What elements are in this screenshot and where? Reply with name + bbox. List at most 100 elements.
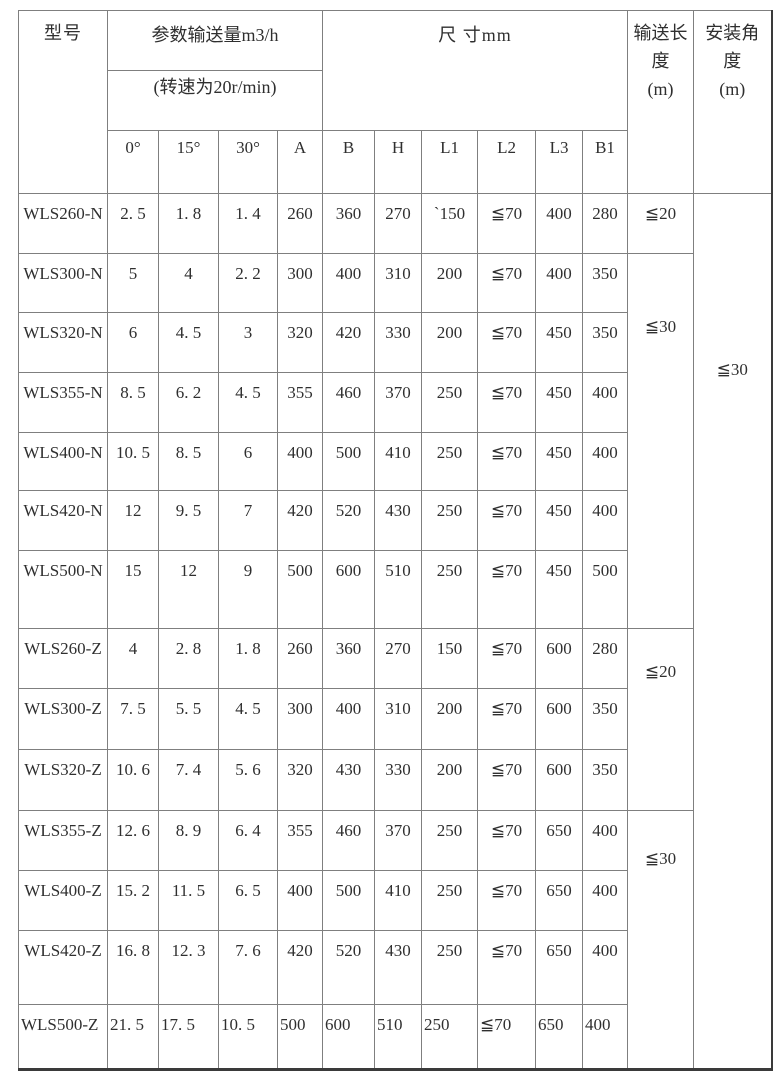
model-cell: WLS320-Z xyxy=(18,749,108,811)
header-row-2: (转速为20r/min) xyxy=(19,70,772,131)
header-col-3: A xyxy=(276,130,324,194)
value-cell: 600 xyxy=(535,749,584,811)
value-cell: ≦70 xyxy=(477,930,537,1005)
value-cell: 4 xyxy=(107,628,159,689)
table-row: WLS355-N 8. 5 6. 2 4. 5 355 460 370 250 ≦70 450 40… xyxy=(18,372,772,433)
value-cell: 300 xyxy=(276,688,324,750)
conveying-length-cell: ≦30 xyxy=(627,253,695,629)
value-cell: 5. 6 xyxy=(218,749,278,811)
value-cell: 500 xyxy=(582,550,629,629)
table-row: WLS400-Z 15. 2 11. 5 6. 5 400 500 410 250 ≦70 650… xyxy=(18,870,772,931)
value-cell: 350 xyxy=(582,312,629,373)
table-row: WLS420-Z 16. 8 12. 3 7. 6 420 520 430 250 ≦70 650… xyxy=(18,930,772,1005)
value-cell: 520 xyxy=(322,930,376,1005)
value-cell: ≦70 xyxy=(477,810,537,871)
table-row: WLS500-N 15 12 9 500 600 510 250 ≦70 450 500 xyxy=(18,550,772,629)
table-row: WLS300-N 5 4 2. 2 300 400 310 200 ≦70 400 350 ≦30 xyxy=(18,253,772,629)
value-cell: ≦70 xyxy=(477,432,537,491)
value-cell: `150 xyxy=(421,193,479,254)
value-cell: 6. 4 xyxy=(218,810,278,871)
value-cell: 310 xyxy=(374,688,423,750)
model-cell: WLS260-N xyxy=(18,193,108,254)
value-cell: 200 xyxy=(421,749,479,811)
value-cell: 6 xyxy=(218,432,278,491)
header-size-title: 尺 寸mm xyxy=(322,10,629,131)
value-cell: 7. 4 xyxy=(158,749,219,811)
model-cell: WLS300-Z xyxy=(18,688,108,750)
model-cell: WLS500-Z xyxy=(18,1004,108,1070)
value-cell: 7. 6 xyxy=(218,930,278,1005)
value-cell: 400 xyxy=(276,432,324,491)
value-cell: 2. 5 xyxy=(107,193,159,254)
value-cell: 450 xyxy=(535,490,584,551)
value-cell: 1. 8 xyxy=(218,628,278,689)
value-cell: 250 xyxy=(421,550,479,629)
value-cell: 1. 4 xyxy=(218,193,278,254)
value-cell: 5. 5 xyxy=(158,688,219,750)
value-cell: 270 xyxy=(374,193,423,254)
value-cell: 280 xyxy=(582,193,629,254)
value-cell: 400 xyxy=(535,253,584,313)
value-cell: 510 xyxy=(374,550,423,629)
value-cell: 12. 6 xyxy=(107,810,159,871)
header-params-title: 参数输送量m3/h xyxy=(106,10,324,71)
value-cell: 430 xyxy=(374,490,423,551)
value-cell: 2. 2 xyxy=(218,253,278,313)
model-cell: WLS420-N xyxy=(18,490,108,551)
header-col-5: H xyxy=(374,130,423,194)
value-cell: 320 xyxy=(276,312,324,373)
value-cell: 450 xyxy=(535,432,584,491)
value-cell: 400 xyxy=(582,810,629,871)
value-cell: 10. 5 xyxy=(107,432,159,491)
value-cell: 260 xyxy=(276,193,324,254)
value-cell: 400 xyxy=(535,193,584,254)
value-cell: 200 xyxy=(421,253,479,313)
value-cell: 510 xyxy=(374,1004,423,1070)
value-cell: 410 xyxy=(374,870,423,931)
value-cell: 400 xyxy=(322,688,376,750)
value-cell: 6 xyxy=(107,312,159,373)
value-cell: 400 xyxy=(582,1004,629,1070)
header-col-9: B1 xyxy=(582,130,629,194)
value-cell: 8. 9 xyxy=(158,810,219,871)
model-cell: WLS400-Z xyxy=(18,870,108,931)
value-cell: 250 xyxy=(421,1004,479,1070)
model-cell: WLS320-N xyxy=(18,312,108,373)
model-cell: WLS260-Z xyxy=(18,628,108,689)
table-row: WLS320-Z 10. 6 7. 4 5. 6 320 430 330 200 ≦70 600 3… xyxy=(18,749,772,811)
header-params-subtitle: (转速为20r/min) xyxy=(106,70,324,131)
value-cell: ≦70 xyxy=(477,193,537,254)
value-cell: 400 xyxy=(582,930,629,1005)
value-cell: 650 xyxy=(535,870,584,931)
header-conveying-length: 输送长 度 (m) xyxy=(627,10,695,194)
value-cell: 280 xyxy=(582,628,629,689)
value-cell: 10. 6 xyxy=(107,749,159,811)
model-cell: WLS355-Z xyxy=(18,810,108,871)
value-cell: 460 xyxy=(322,810,376,871)
value-cell: 12 xyxy=(158,550,219,629)
header-col-4: B xyxy=(322,130,376,194)
value-cell: 7. 5 xyxy=(107,688,159,750)
value-cell: 400 xyxy=(322,253,376,313)
value-cell: 6. 5 xyxy=(218,870,278,931)
value-cell: 260 xyxy=(276,628,324,689)
value-cell: 250 xyxy=(421,432,479,491)
value-cell: ≦70 xyxy=(477,372,537,433)
value-cell: 9 xyxy=(218,550,278,629)
value-cell: 400 xyxy=(582,490,629,551)
value-cell: 650 xyxy=(535,1004,584,1070)
value-cell: ≦70 xyxy=(477,312,537,373)
header-row-3: 0° 15° 30° A B H L1 L2 L3 B1 xyxy=(19,130,772,194)
table-body: WLS260-N 2. 5 1. 8 1. 4 260 360 270 `150 ≦70 400 2… xyxy=(18,193,773,1070)
value-cell: 330 xyxy=(374,312,423,373)
value-cell: 600 xyxy=(322,1004,376,1070)
value-cell: 12. 3 xyxy=(158,930,219,1005)
value-cell: 15. 2 xyxy=(107,870,159,931)
value-cell: 150 xyxy=(421,628,479,689)
value-cell: 420 xyxy=(276,490,324,551)
conveying-length-cell: ≦30 xyxy=(627,810,695,1070)
conveying-length-cell: ≦20 xyxy=(627,628,695,811)
value-cell: 460 xyxy=(322,372,376,433)
value-cell: 400 xyxy=(582,432,629,491)
value-cell: 600 xyxy=(535,628,584,689)
